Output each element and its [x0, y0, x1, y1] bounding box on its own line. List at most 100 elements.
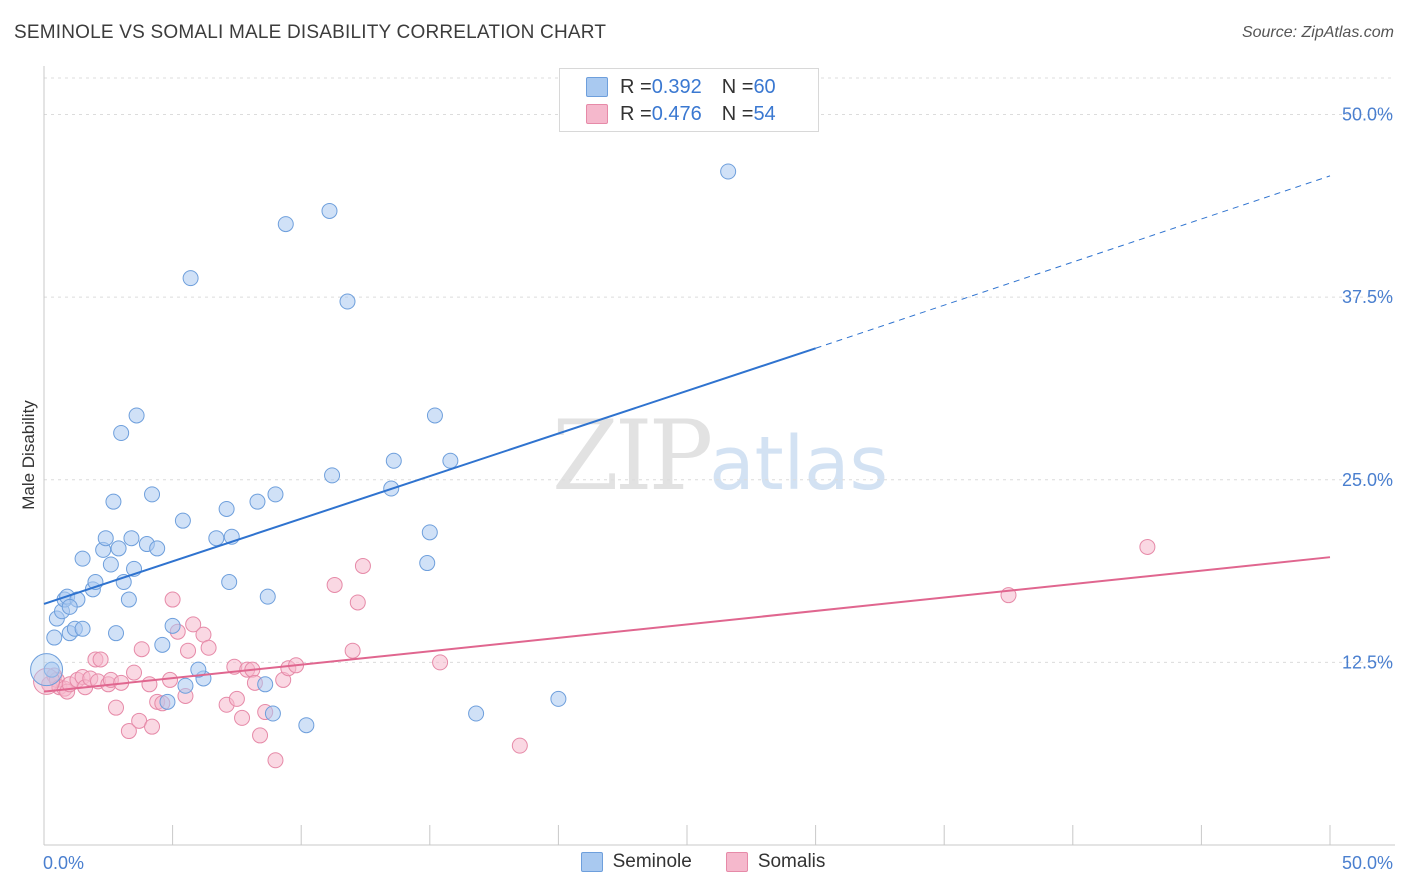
seminole-point [249, 493, 266, 510]
seminole-point [102, 556, 119, 573]
seminole-point [182, 270, 199, 287]
seminole-n-value: 60 [753, 75, 776, 98]
somalis-point [228, 690, 245, 707]
seminole-point [177, 677, 194, 694]
somalis-point [432, 654, 449, 671]
somalis-point [234, 709, 251, 726]
seminole-point [419, 555, 436, 572]
somalis-legend-swatch [725, 852, 748, 872]
watermark-zip: ZIP [552, 400, 713, 512]
seminole-point [221, 574, 238, 591]
seminole-point [267, 486, 284, 503]
somalis-n-value: 54 [753, 102, 776, 125]
somalis-point [133, 641, 150, 658]
seminole-point [264, 705, 281, 722]
seminole-point [257, 676, 274, 693]
seminole-n-label: N = [721, 75, 754, 98]
y-axis-label: Male Disability [19, 400, 38, 510]
seminole-point [468, 705, 485, 722]
seminole-point [208, 530, 225, 547]
seminole-point [298, 717, 315, 734]
seminole-point [149, 540, 166, 557]
series-legend: Seminole Somalis [0, 851, 1406, 873]
seminole-point [74, 620, 91, 637]
watermark: ZIPatlas [552, 400, 888, 512]
somalis-points [33, 538, 1156, 769]
seminole-point [321, 202, 338, 219]
somalis-trend-line [43, 556, 1331, 693]
somalis-point [344, 642, 361, 659]
somalis-point [511, 737, 528, 754]
legend-item-somalis[interactable]: Somalis [725, 851, 826, 873]
seminole-point [385, 452, 402, 469]
somalis-point [120, 723, 137, 740]
seminole-point [324, 467, 341, 484]
gridlines [44, 77, 1395, 663]
axes [43, 66, 1395, 846]
x-tick-label: 0.0% [43, 853, 84, 873]
somalis-point [164, 591, 181, 608]
seminole-point [120, 591, 137, 608]
legend-item-seminole[interactable]: Seminole [580, 851, 692, 873]
seminole-point [421, 524, 438, 541]
x-tick-label: 50.0% [1342, 853, 1393, 873]
seminole-point [426, 407, 443, 424]
trend-lines [43, 175, 1331, 693]
seminole-point [30, 653, 64, 687]
seminole-points [30, 163, 737, 734]
seminole-point [218, 500, 235, 517]
somalis-r-value: 0.476 [651, 102, 702, 125]
somalis-point [144, 718, 161, 735]
seminole-point [110, 540, 127, 557]
seminole-point [97, 530, 114, 547]
somalis-point [354, 557, 371, 574]
somalis-point [180, 642, 197, 659]
somalis-point [200, 639, 217, 656]
seminole-point [74, 550, 91, 567]
chart-title: SEMINOLE VS SOMALI MALE DISABILITY CORRE… [14, 22, 607, 43]
somalis-swatch [586, 104, 608, 124]
seminole-point [190, 661, 207, 678]
seminole-point [113, 425, 130, 442]
seminole-point [144, 486, 161, 503]
seminole-point [128, 407, 145, 424]
somalis-point [92, 651, 109, 668]
seminole-trend-extension [815, 175, 1331, 349]
seminole-point [46, 629, 63, 646]
watermark-atlas: atlas [709, 421, 889, 507]
somalis-point [267, 752, 284, 769]
stats-legend: R = 0.392 N = 60 R = 0.476 N = 54 [559, 68, 819, 132]
seminole-point [720, 163, 737, 180]
seminole-r-label: R = [620, 75, 652, 98]
y-tick-label: 50.0% [1342, 105, 1393, 125]
somalis-legend-label: Somalis [757, 851, 826, 872]
legend-row-seminole: R = 0.392 N = 60 [586, 74, 776, 100]
somalis-point [349, 594, 366, 611]
y-tick-label: 12.5% [1342, 652, 1393, 672]
somalis-point [108, 699, 125, 716]
seminole-point [259, 588, 276, 605]
seminole-point [550, 690, 567, 707]
legend-row-somalis: R = 0.476 N = 54 [586, 101, 776, 127]
seminole-point [164, 617, 181, 634]
somalis-point [1139, 538, 1156, 555]
seminole-point [108, 625, 125, 642]
seminole-trend-line [43, 347, 816, 605]
somalis-n-label: N = [721, 102, 754, 125]
seminole-point [277, 216, 294, 233]
seminole-legend-swatch [580, 852, 603, 872]
seminole-point [43, 661, 60, 678]
seminole-point [154, 636, 171, 653]
seminole-point [442, 452, 459, 469]
seminole-legend-label: Seminole [612, 851, 692, 872]
seminole-point [105, 493, 122, 510]
y-tick-label: 25.0% [1342, 470, 1393, 490]
seminole-point [61, 598, 78, 615]
somalis-point [126, 664, 143, 681]
seminole-point [174, 512, 191, 529]
source-label: Source: ZipAtlas.com [1241, 24, 1394, 41]
somalis-point [252, 727, 269, 744]
seminole-point [123, 530, 140, 547]
somalis-r-label: R = [620, 102, 652, 125]
